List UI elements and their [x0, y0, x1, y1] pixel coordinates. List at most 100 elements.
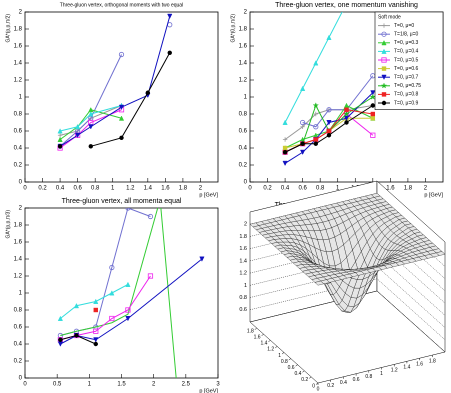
chart-title: Three-gluon vertex, all momenta equal [62, 198, 182, 205]
x-tick-label: 1.8 [179, 186, 188, 192]
y-tick-label: 0.2 [14, 359, 23, 365]
legend-title: Soft mode [378, 14, 401, 20]
x-tick-label: 0.2 [263, 186, 272, 192]
x-tick [261, 334, 264, 336]
y-tick-label: 0.6 [353, 377, 360, 383]
y-tick-label: 1.6 [14, 44, 23, 50]
marker [118, 51, 125, 58]
series-line [284, 104, 374, 149]
marker [57, 144, 63, 149]
y-tick-label: 1 [19, 95, 23, 101]
z-tick-label: 0.6 [239, 307, 247, 313]
y-tick-label: 0.4 [14, 342, 23, 348]
legend-label: T=0, μ=0.8 [394, 92, 419, 98]
marker [58, 337, 63, 342]
marker [370, 132, 376, 138]
x-tick-label: 0.6 [298, 186, 307, 192]
marker [300, 124, 305, 129]
y-tick-label: 0.4 [340, 380, 347, 386]
x-tick [281, 352, 285, 355]
marker [167, 50, 172, 55]
marker [300, 149, 306, 156]
x-tick-label: 0.8 [316, 186, 325, 192]
x-tick-label: 2 [152, 382, 156, 388]
legend-label: T=0, μ=0.5 [394, 57, 419, 63]
x-tick-label: 1.8 [247, 328, 254, 334]
plot-area [281, 12, 377, 167]
marker [313, 141, 318, 146]
legend-label: T=0, μ=0.3 [394, 40, 419, 46]
series-line [59, 16, 171, 147]
marker [313, 111, 318, 117]
y-axis-label: GA*(0,p,π/2) [230, 14, 236, 43]
x-tick-label: 0.8 [91, 186, 100, 192]
legend-label: T=1/8, μ=0 [394, 32, 419, 38]
marker [326, 120, 332, 126]
z-grid-line [249, 278, 446, 340]
legend-label: T=0, μ=0 [394, 23, 414, 29]
x-tick-label: 1.6 [161, 186, 170, 192]
y-tick-label: 0 [19, 376, 23, 382]
x-tick-label: 0.6 [288, 365, 295, 371]
marker [381, 57, 387, 63]
legend-label: T=0, μ=0.6 [394, 66, 419, 72]
x-tick-label: 1.8 [404, 186, 413, 192]
x-tick-label: 0.4 [281, 186, 290, 192]
marker [381, 40, 387, 46]
x-tick-label: 1.6 [386, 186, 395, 192]
marker [145, 90, 151, 95]
x-tick-label: 1 [111, 186, 115, 192]
z-tick-label: 0.8 [239, 295, 247, 301]
z-tick-label: 2 [244, 222, 247, 228]
marker [300, 119, 306, 126]
y-tick-label: 1.2 [239, 78, 248, 84]
marker [381, 23, 387, 28]
y-tick-label: 1.6 [416, 362, 423, 368]
y-tick-label: 1 [380, 371, 383, 377]
marker [93, 328, 99, 334]
marker [313, 124, 319, 130]
marker [125, 208, 131, 211]
marker [57, 315, 63, 321]
marker [326, 133, 332, 138]
marker [74, 333, 79, 338]
marker [344, 107, 349, 112]
y-tick-label: 0.8 [239, 112, 248, 118]
marker [381, 48, 387, 54]
y-tick-label: 1.4 [14, 257, 23, 263]
marker [147, 273, 154, 279]
series-line [284, 92, 374, 164]
x-tick-label: 0.2 [301, 377, 308, 383]
marker [343, 115, 350, 122]
x-tick-label: 1.2 [126, 186, 135, 192]
y-tick-label: 0.6 [14, 325, 23, 331]
marker [88, 124, 94, 130]
marker [282, 145, 288, 151]
marker [313, 137, 318, 142]
marker [88, 144, 93, 149]
marker [300, 85, 306, 91]
series-line [284, 105, 373, 140]
y-tick-label: 1.8 [429, 358, 436, 364]
z-tick-label: 1 [244, 283, 247, 289]
marker [343, 110, 350, 117]
y-tick-label: 0 [19, 180, 23, 186]
x-tick [302, 370, 305, 373]
x-axis-label: p [GeV] [424, 192, 443, 198]
marker [312, 102, 320, 109]
x-tick-label: 0.6 [73, 186, 82, 192]
marker [282, 150, 288, 155]
marker [75, 132, 81, 139]
x-tick-label: 1.6 [254, 335, 261, 341]
surface-cell [314, 280, 325, 286]
x-tick [288, 358, 291, 361]
y-tick-label: 0.2 [327, 383, 334, 389]
marker [93, 307, 98, 313]
z-tick-label: 1.6 [239, 246, 247, 252]
x-tick-label: 1.2 [267, 347, 274, 353]
chart-title: Three-gluon vertex, orthogonal moments w… [60, 2, 183, 8]
legend-label: T=0, μ=0.9 [394, 100, 419, 106]
x-tick-label: 0 [312, 383, 315, 389]
x-tick-label: 2.5 [182, 382, 191, 388]
y-tick-label: 1.8 [14, 223, 23, 229]
